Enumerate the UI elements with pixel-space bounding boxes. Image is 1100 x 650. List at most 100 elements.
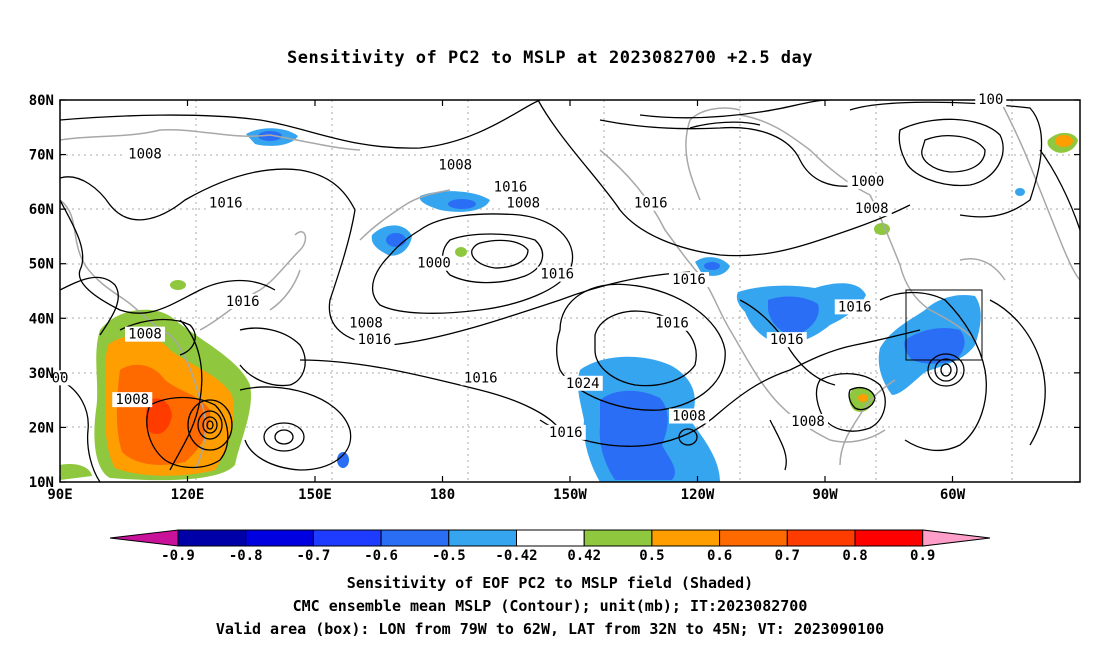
caption-shading: Sensitivity of EOF PC2 to MSLP field (Sh… (346, 574, 754, 592)
positive-shading-asia (145, 398, 172, 435)
color-bar: -0.9 -0.8 -0.7 -0.6 -0.5 -0.42 0.42 0.5 0.6 0.7 0.… (109, 529, 991, 564)
contour-label-bg (346, 315, 386, 331)
contour-label-bg (435, 157, 476, 173)
contour-label-bg (414, 255, 454, 271)
colorbar-swatch (651, 529, 721, 547)
negative-shading-small (1015, 188, 1025, 196)
contour-label: 1016 (464, 370, 498, 386)
contour-label: 1008 (349, 316, 383, 332)
positive-shading-small (170, 280, 186, 290)
colorbar-label: -0.5 (432, 548, 466, 564)
contour-label: 1016 (770, 332, 804, 348)
colorbar-low-end (109, 529, 179, 547)
colorbar-swatch (312, 529, 382, 547)
negative-shading-small (337, 452, 349, 468)
contour-label: 1016 (226, 294, 260, 310)
colorbar-label: 0.9 (910, 548, 935, 564)
lat-label: 10N (29, 475, 54, 491)
colorbar-label: -0.9 (161, 548, 195, 564)
contour-label-bg (975, 92, 1007, 107)
colorbar-swatch (448, 529, 517, 547)
contour-label-bg (490, 179, 531, 195)
contour-label: 1016 (209, 196, 243, 212)
positive-shading-small (858, 394, 868, 402)
lon-label: 150W (553, 487, 587, 503)
colorbar-swatch (786, 529, 856, 547)
contour-label: 1008 (672, 409, 706, 425)
contour-label-bg (669, 272, 709, 288)
lon-label: 150E (298, 487, 332, 503)
map-title: Sensitivity of PC2 to MSLP at 2023082700… (286, 48, 813, 68)
colorbar-swatch (177, 529, 247, 547)
lat-label: 70N (29, 148, 54, 164)
contour-label: 00 (52, 370, 69, 386)
contour-label-bg (545, 424, 586, 440)
longitude-labels: 90E 120E 150E 180 150W 120W 90W 60W (47, 487, 965, 503)
contour-label-bg (669, 408, 709, 424)
lat-label: 40N (29, 311, 54, 327)
lat-label: 80N (29, 93, 54, 109)
contour-label: 1000 (851, 174, 885, 190)
colorbar-label: -0.6 (364, 548, 398, 564)
negative-shading-bering (448, 199, 476, 209)
contour-label: 1008 (128, 147, 162, 163)
contour-label: 100 (978, 92, 1003, 108)
contour-label: 1016 (358, 332, 392, 348)
lon-label: 90W (812, 487, 838, 503)
contour-label: 1016 (838, 299, 872, 315)
axis-ticks (59, 99, 1080, 483)
contour-label-bg (125, 146, 165, 162)
contour-label: 1016 (655, 316, 689, 332)
negative-shading-pacific (599, 390, 675, 480)
colorbar-label: 0.5 (639, 548, 664, 564)
contour-label: 1016 (494, 179, 528, 195)
lon-label: 90E (47, 487, 72, 503)
lat-label: 60N (29, 202, 54, 218)
lon-label: 60W (940, 487, 966, 503)
lon-label: 120E (171, 487, 205, 503)
contour-label-bg (851, 201, 892, 217)
contour-label-bg (537, 266, 578, 282)
colorbar-swatch (854, 529, 924, 547)
colorbar-swatch (245, 529, 314, 547)
contour-label: 1008 (791, 414, 825, 430)
contour-label: 1016 (540, 267, 574, 283)
contour-label-bg (222, 293, 263, 309)
colorbar-swatch (516, 529, 585, 547)
contour-label: 1008 (115, 392, 149, 408)
negative-shading-na (768, 296, 819, 336)
contour-label-bg (460, 370, 501, 386)
contour-label-bg (562, 375, 603, 391)
caption-contour: CMC ensemble mean MSLP (Contour); unit(m… (292, 597, 808, 615)
colorbar-swatch (380, 529, 450, 547)
lat-label: 20N (29, 420, 54, 436)
colorbar-high-end (922, 529, 991, 547)
caption-valid-area: Valid area (box): LON from 79W to 62W, L… (215, 620, 885, 638)
lat-label: 50N (29, 257, 54, 273)
contour-label: 1008 (128, 327, 162, 343)
contour-label-bg (788, 413, 828, 429)
colorbar-label: 0.6 (707, 548, 732, 564)
contour-label-bg (834, 299, 875, 315)
contour-label: 1024 (566, 376, 600, 392)
contour-label-bg (766, 332, 807, 348)
negative-shading-arctic (258, 131, 282, 141)
latitude-labels: 80N 70N 60N 50N 40N 30N 20N 10N (29, 93, 54, 491)
positive-shading-small (1055, 135, 1073, 147)
contour-label: 1016 (672, 272, 706, 288)
contour-label: 1000 (417, 256, 451, 272)
negative-shading-aleutian (386, 233, 406, 247)
contour-label-bg (630, 195, 671, 211)
colorbar-label: -0.42 (495, 548, 537, 564)
negative-shading-wcoast (704, 262, 720, 270)
positive-shading-asia (60, 464, 92, 480)
contour-label-bg (205, 195, 246, 211)
contour-label-bg (112, 392, 153, 408)
contour-label: 1008 (438, 157, 472, 173)
lon-label: 120W (681, 487, 715, 503)
colorbar-label: 0.8 (842, 548, 867, 564)
mslp-contours (60, 100, 1080, 482)
valid-area-box (905, 289, 983, 361)
contour-label-bg (847, 173, 888, 189)
